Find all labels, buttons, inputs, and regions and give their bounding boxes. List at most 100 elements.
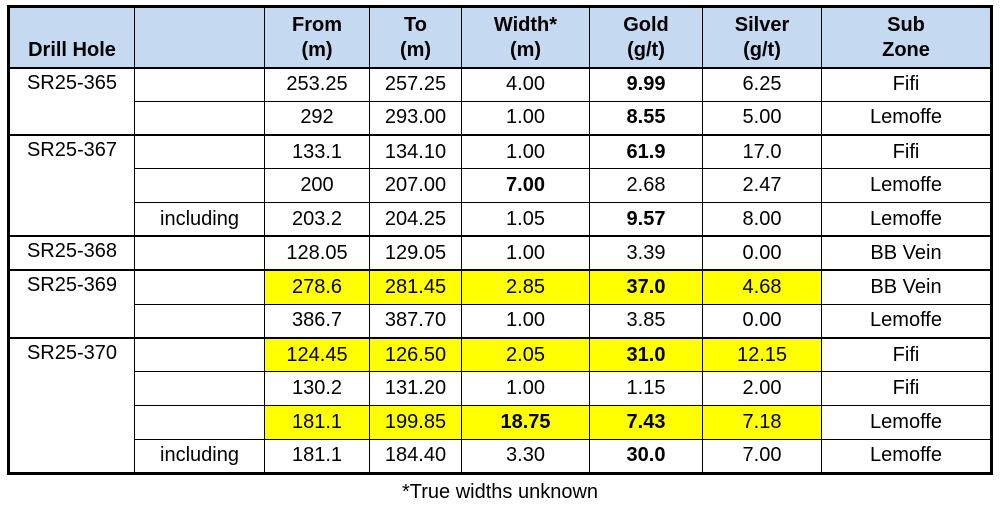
sub-zone-cell: BB Vein <box>821 269 992 305</box>
from-cell: 130.2 <box>264 371 370 406</box>
drill-hole-cell: SR25-368 <box>8 235 135 271</box>
width-cell: 18.75 <box>461 404 590 440</box>
from-cell: 128.05 <box>264 235 370 271</box>
width-cell: 2.85 <box>461 269 590 305</box>
table-row: including 203.2 204.25 1.05 9.57 8.00 Le… <box>9 202 992 237</box>
width-cell: 1.00 <box>461 134 590 170</box>
gold-cell: 61.9 <box>589 134 703 170</box>
table-row: SR25-368 128.05 129.05 1.00 3.39 0.00 BB… <box>8 235 992 271</box>
to-cell: 204.25 <box>369 202 462 237</box>
drill-hole-cell: SR25-369 <box>8 269 135 339</box>
qualifier-cell <box>134 168 265 204</box>
drill-results-table: Drill Hole From (m) To (m) Width* (m) Gold(… <box>7 5 993 475</box>
width-cell: 4.00 <box>461 67 590 102</box>
to-cell: 184.40 <box>369 438 462 474</box>
header-row: Drill Hole From (m) To (m) Width* (m) Gold(… <box>8 6 992 69</box>
silver-cell: 7.18 <box>702 404 822 440</box>
header-sub-zone: Sub Zone <box>821 6 992 69</box>
from-cell: 133.1 <box>264 134 370 170</box>
sub-zone-cell: Fifi <box>821 67 992 102</box>
to-cell: 293.00 <box>369 100 462 136</box>
table-body: SR25-365 253.25 257.25 4.00 9.99 6.25 Fi… <box>8 67 992 474</box>
from-cell: 181.1 <box>264 438 370 474</box>
header-to: To (m) <box>369 6 462 69</box>
table-row: SR25-369 278.6 281.45 2.85 37.0 4.68 BB … <box>8 269 992 339</box>
silver-cell: 2.47 <box>702 168 822 204</box>
header-drill-hole: Drill Hole <box>8 6 135 69</box>
gold-cell: 9.99 <box>589 67 703 102</box>
width-cell: 1.00 <box>461 371 590 406</box>
table-row: SR25-370 124.45 126.50 2.05 31.0 12.15 F… <box>8 336 992 474</box>
from-cell: 200 <box>264 168 370 204</box>
width-cell: 1.05 <box>461 202 590 237</box>
sub-zone-cell: Fifi <box>821 371 992 406</box>
sub-zone-cell: Lemoffe <box>821 404 992 440</box>
from-cell: 203.2 <box>264 202 370 237</box>
qualifier-cell <box>134 67 265 102</box>
sub-zone-cell: Lemoffe <box>821 168 992 204</box>
gold-cell: 3.85 <box>589 303 703 339</box>
silver-cell: 7.00 <box>702 438 822 474</box>
table-row: 181.1 199.85 18.75 7.43 7.18 Lemoffe <box>9 404 992 440</box>
qualifier-cell <box>134 404 265 440</box>
to-cell: 199.85 <box>369 404 462 440</box>
gold-cell: 30.0 <box>589 438 703 474</box>
header-gold: Gold (g/t) <box>589 6 703 69</box>
gold-cell: 31.0 <box>589 336 703 373</box>
width-cell: 1.00 <box>461 303 590 339</box>
gold-cell: 1.15 <box>589 371 703 406</box>
header-width: Width* (m) <box>461 6 590 69</box>
drill-hole-cell: SR25-367 <box>8 134 135 237</box>
to-cell: 257.25 <box>369 67 462 102</box>
qualifier-cell: including <box>134 202 265 237</box>
header-from: From (m) <box>264 6 370 69</box>
silver-cell: 5.00 <box>702 100 822 136</box>
sub-zone-cell: Lemoffe <box>821 303 992 339</box>
qualifier-cell <box>134 371 265 406</box>
width-cell: 1.00 <box>461 235 590 271</box>
table-row: 130.2 131.20 1.00 1.15 2.00 Fifi <box>9 371 992 406</box>
to-cell: 129.05 <box>369 235 462 271</box>
width-cell: 3.30 <box>461 438 590 474</box>
from-cell: 124.45 <box>264 336 370 373</box>
table-row: including 181.1 184.40 3.30 30.0 7.00 Le… <box>9 438 992 474</box>
gold-cell: 8.55 <box>589 100 703 136</box>
width-cell: 2.05 <box>461 336 590 373</box>
silver-cell: 6.25 <box>702 67 822 102</box>
qualifier-cell <box>134 134 265 170</box>
gold-cell: 7.43 <box>589 404 703 440</box>
width-cell: 7.00 <box>461 168 590 204</box>
silver-cell: 8.00 <box>702 202 822 237</box>
to-cell: 131.20 <box>369 371 462 406</box>
qualifier-cell <box>134 100 265 136</box>
gold-cell: 2.68 <box>589 168 703 204</box>
silver-cell: 0.00 <box>702 303 822 339</box>
gold-cell: 3.39 <box>589 235 703 271</box>
to-cell: 207.00 <box>369 168 462 204</box>
from-cell: 292 <box>264 100 370 136</box>
from-cell: 181.1 <box>264 404 370 440</box>
silver-cell: 17.0 <box>702 134 822 170</box>
to-cell: 281.45 <box>369 269 462 305</box>
header-silver: Silver (g/t) <box>702 6 822 69</box>
table-row: SR25-367 133.1 134.10 1.00 61.9 17.0 Fif… <box>8 134 992 237</box>
table-row: 386.7 387.70 1.00 3.85 0.00 Lemoffe <box>9 303 992 339</box>
sub-zone-cell: Fifi <box>821 336 992 373</box>
sub-zone-cell: Fifi <box>821 134 992 170</box>
sub-zone-cell: Lemoffe <box>821 438 992 474</box>
from-cell: 253.25 <box>264 67 370 102</box>
drill-hole-cell: SR25-370 <box>8 336 135 474</box>
header-qualifier <box>134 6 265 69</box>
to-cell: 134.10 <box>369 134 462 170</box>
width-cell: 1.00 <box>461 100 590 136</box>
table-row: 200 207.00 7.00 2.68 2.47 Lemoffe <box>9 168 992 204</box>
table-row: 292 293.00 1.00 8.55 5.00 Lemoffe <box>9 100 992 136</box>
qualifier-cell: including <box>134 438 265 474</box>
qualifier-cell <box>134 303 265 339</box>
gold-cell: 9.57 <box>589 202 703 237</box>
table-row: SR25-365 253.25 257.25 4.00 9.99 6.25 Fi… <box>8 67 992 136</box>
silver-cell: 12.15 <box>702 336 822 373</box>
sub-zone-cell: Lemoffe <box>821 202 992 237</box>
from-cell: 386.7 <box>264 303 370 339</box>
